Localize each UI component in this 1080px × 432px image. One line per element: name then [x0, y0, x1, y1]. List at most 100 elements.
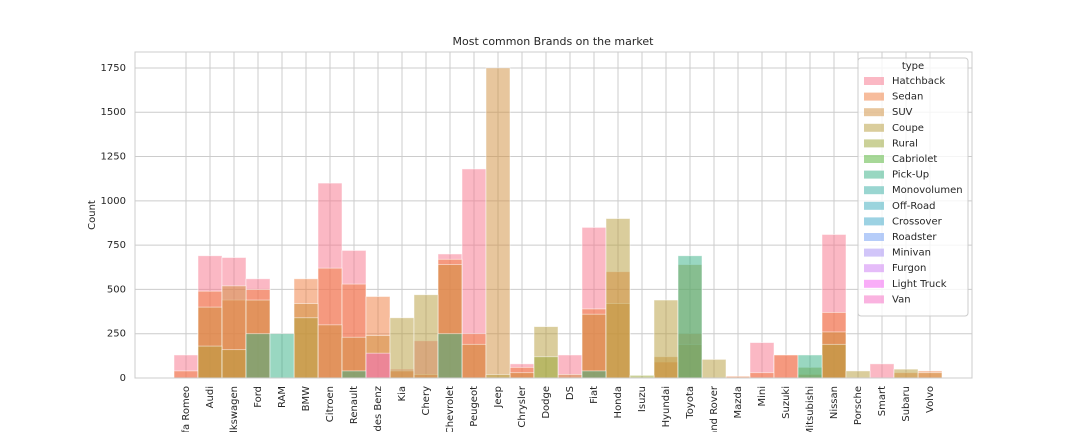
bar: [773, 354, 799, 379]
y-tick-label: 500: [107, 284, 126, 295]
x-tick-label: Mercedes Benz: [373, 386, 384, 432]
legend-label: Hatchback: [892, 76, 945, 87]
x-tick-label: Alfa Romeo: [181, 386, 192, 432]
bar: [509, 372, 535, 379]
x-tick-label: Peugeot: [469, 386, 480, 427]
y-tick-label: 1750: [101, 63, 126, 74]
bar: [581, 313, 607, 379]
legend-label: Cabriolet: [892, 154, 937, 165]
legend-swatch: [864, 170, 884, 179]
legend-label: Off-Road: [892, 201, 935, 212]
bar: [677, 255, 703, 379]
bar: [221, 349, 247, 379]
bar: [173, 370, 199, 379]
bar: [821, 343, 847, 379]
x-tick-label: Volvo: [925, 386, 936, 413]
x-tick-label: Chery: [421, 386, 432, 416]
x-tick-label: Volkswagen: [229, 386, 240, 432]
bar: [701, 358, 727, 379]
legend-swatch: [864, 77, 884, 85]
bar: [749, 342, 775, 379]
x-tick-label: Isuzu: [637, 386, 648, 412]
bar: [485, 374, 511, 379]
legend-swatch: [864, 139, 884, 148]
x-tick-label: Audi: [205, 386, 216, 408]
x-tick-label: Honda: [613, 386, 624, 418]
x-tick-label: Chrysler: [517, 385, 528, 427]
legend-label: Rural: [892, 138, 918, 149]
x-tick-label: Land Rover: [709, 385, 720, 432]
x-tick-label: Jeep: [493, 386, 504, 409]
x-tick-label: Nissan: [829, 386, 840, 419]
bar: [461, 343, 487, 379]
bar: [581, 370, 607, 379]
bar: [341, 370, 367, 379]
legend-swatch: [864, 233, 884, 241]
legend-label: SUV: [892, 107, 913, 118]
bar: [485, 67, 511, 379]
legend-label: Monovolumen: [892, 185, 963, 196]
legend-label: Light Truck: [892, 279, 947, 290]
bar: [197, 345, 223, 379]
x-tick-label: Mini: [757, 386, 768, 407]
legend-label: Van: [892, 294, 911, 305]
x-tick-label: Subaru: [901, 386, 912, 422]
plot-frame: [134, 51, 973, 379]
bar: [845, 370, 871, 379]
x-tick-label: RAM: [277, 386, 288, 408]
legend-swatch: [864, 248, 884, 257]
bar: [917, 372, 943, 379]
bar: [653, 299, 679, 379]
x-tick-label: Mazda: [733, 386, 744, 418]
legend-swatch: [864, 186, 884, 195]
legend-swatch: [864, 279, 884, 288]
legend-swatch: [864, 217, 884, 226]
y-tick-label: 750: [107, 240, 126, 251]
bar: [605, 218, 631, 379]
legend-swatch: [864, 264, 884, 273]
x-tick-label: Renault: [349, 386, 360, 424]
x-tick-label: Citroen: [325, 386, 336, 422]
y-tick-label: 1000: [101, 196, 126, 207]
legend-swatch: [864, 92, 884, 101]
legend-swatch: [864, 295, 884, 304]
x-tick-label: Dodge: [541, 386, 552, 419]
x-tick-label: DS: [565, 386, 576, 400]
x-tick-label: Ford: [253, 386, 264, 408]
y-axis-label: Count: [87, 200, 98, 230]
legend-swatch: [864, 155, 884, 163]
y-tick-label: 0: [120, 373, 126, 384]
chart-title: Most common Brands on the market: [453, 35, 655, 48]
legend-swatch: [864, 108, 884, 117]
y-tick-label: 1250: [101, 152, 126, 163]
legend-swatch: [864, 123, 884, 132]
legend-label: Coupe: [892, 123, 924, 134]
bar: [533, 356, 559, 379]
x-tick-label: Mitsubishi: [805, 386, 816, 432]
legend-label: Crossover: [892, 216, 943, 227]
y-tick-label: 250: [107, 329, 126, 340]
x-tick-label: Hyundai: [661, 386, 672, 427]
legend-label: Roadster: [892, 232, 937, 243]
x-tick-label: Kia: [397, 386, 408, 401]
bar: [269, 333, 295, 379]
legend-label: Minivan: [892, 248, 931, 259]
y-tick-label: 1500: [101, 107, 126, 118]
x-tick-label: Fiat: [589, 386, 600, 404]
bar: [293, 317, 319, 379]
x-tick-label: Chevrolet: [445, 386, 456, 432]
legend-label: Sedan: [892, 92, 923, 103]
legend-label: Furgon: [892, 263, 926, 274]
bar: [557, 374, 583, 379]
bar: [797, 354, 823, 379]
legend-swatch: [864, 201, 884, 210]
legend-label: Pick-Up: [892, 170, 929, 181]
bar: [389, 317, 415, 379]
bar: [413, 294, 439, 379]
x-tick-label: Toyota: [685, 386, 696, 420]
legend-title: type: [902, 61, 924, 72]
x-tick-label: Smart: [877, 386, 888, 416]
bar: [365, 352, 391, 379]
